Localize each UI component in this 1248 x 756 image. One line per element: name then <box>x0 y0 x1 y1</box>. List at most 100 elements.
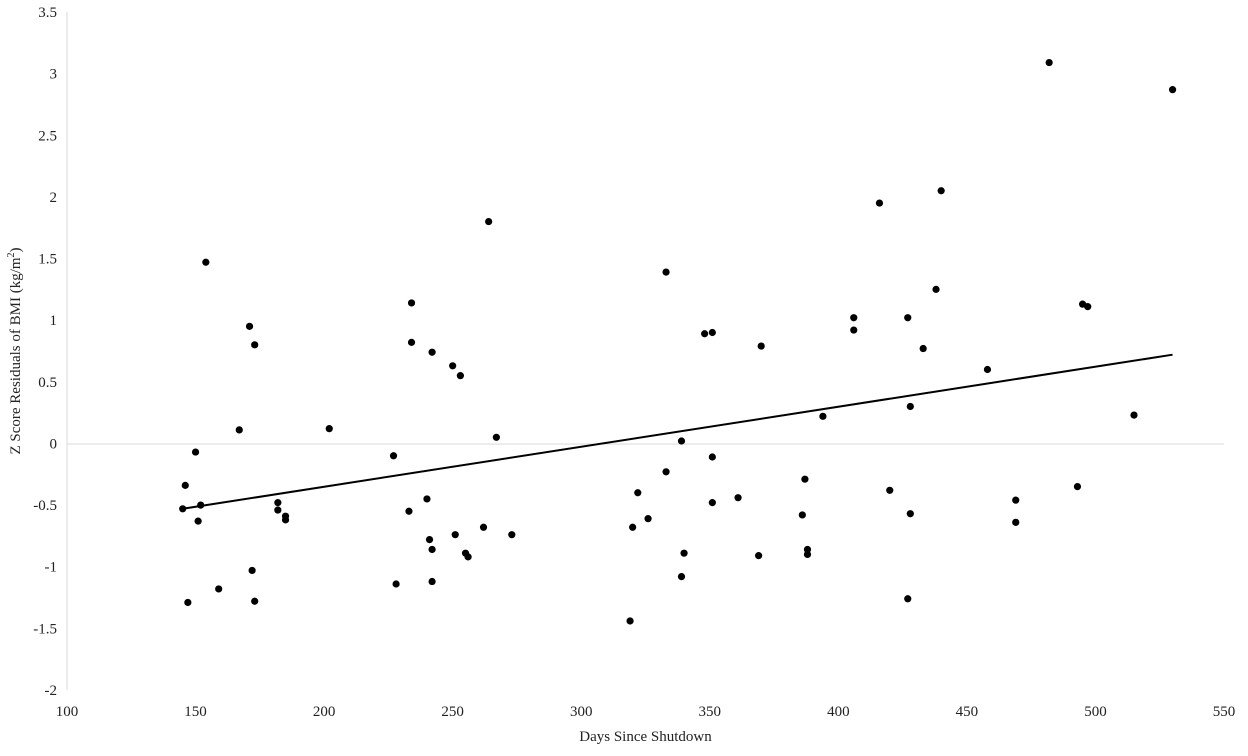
data-point <box>708 453 716 461</box>
x-tick-label: 150 <box>184 704 207 720</box>
trend-line <box>182 353 1173 510</box>
data-point <box>708 328 716 337</box>
data-point <box>389 452 398 460</box>
y-tick-label: -1.5 <box>33 621 57 637</box>
data-point <box>662 468 670 476</box>
data-point <box>202 258 210 266</box>
data-point <box>428 577 436 586</box>
data-point <box>701 330 709 338</box>
data-point <box>508 531 516 539</box>
data-point <box>626 617 634 625</box>
x-tick-label: 100 <box>56 704 79 720</box>
data-point <box>798 511 806 519</box>
data-point <box>662 268 670 276</box>
data-point <box>251 341 259 349</box>
data-point <box>449 362 457 370</box>
data-point <box>1012 496 1020 504</box>
data-point <box>456 372 464 380</box>
data-point <box>983 365 992 374</box>
data-point <box>1045 58 1053 67</box>
data-point <box>757 342 765 350</box>
data-point <box>937 187 945 195</box>
data-point <box>479 523 488 531</box>
x-tick-labels: 100 150 200 250 300 350 400 450 500 550 <box>56 704 1236 720</box>
data-point <box>423 495 431 503</box>
x-tick-label: 400 <box>827 704 850 720</box>
data-point <box>451 531 459 539</box>
data-point <box>215 585 223 593</box>
data-point <box>194 517 202 525</box>
y-axis-label: Z Score Residuals of BMI (kg/m2) <box>6 247 24 454</box>
data-point <box>803 545 812 554</box>
y-tick-labels: -2 -1.5 -1 -0.5 0 0.5 1 1.5 2 2.5 3 3.5 <box>33 5 57 699</box>
x-tick-label: 500 <box>1084 704 1107 720</box>
data-point <box>629 523 637 531</box>
data-point <box>248 566 256 575</box>
data-point <box>803 550 812 559</box>
data-point <box>906 402 914 411</box>
data-point <box>325 425 333 433</box>
data-point <box>197 501 205 509</box>
y-axis-label-superscript: 2 <box>6 252 17 257</box>
data-point <box>875 199 884 207</box>
data-point <box>932 285 940 293</box>
data-point <box>919 344 927 353</box>
data-point <box>392 580 400 588</box>
x-axis-label: Days Since Shutdown <box>579 729 712 745</box>
data-point <box>274 499 282 507</box>
data-point <box>801 475 809 483</box>
y-tick-label: 3.5 <box>38 5 57 21</box>
data-point <box>1130 411 1138 419</box>
x-tick-label: 200 <box>313 704 336 720</box>
data-point <box>850 326 858 334</box>
data-point <box>485 217 493 226</box>
data-point <box>235 426 243 434</box>
y-tick-label: 0 <box>50 436 58 452</box>
data-point <box>405 507 413 515</box>
data-point <box>281 516 290 524</box>
y-tick-label: 2 <box>50 190 58 206</box>
data-point <box>1084 303 1092 311</box>
y-tick-label: -0.5 <box>33 498 57 514</box>
data-point <box>680 549 688 557</box>
x-tick-label: 350 <box>699 704 722 720</box>
y-tick-label: 2.5 <box>38 128 57 144</box>
y-axis-label-main: Z Score Residuals of BMI (kg/m <box>8 257 24 454</box>
data-point <box>850 314 858 322</box>
y-tick-label: -1 <box>45 560 58 576</box>
data-point <box>634 489 642 497</box>
y-tick-label: 1.5 <box>38 252 57 268</box>
data-point <box>904 595 912 603</box>
data-point <box>492 433 500 441</box>
data-point <box>184 598 192 607</box>
data-point <box>644 515 652 523</box>
data-point <box>904 314 912 322</box>
data-point <box>251 597 259 605</box>
data-point <box>1012 518 1020 526</box>
y-tick-label: 3 <box>50 67 58 83</box>
y-tick-label: 1 <box>50 313 58 329</box>
data-point <box>181 481 189 489</box>
data-point <box>819 412 827 420</box>
data-point <box>906 510 914 518</box>
data-point <box>677 572 686 581</box>
x-tick-label: 450 <box>956 704 979 720</box>
data-point <box>428 545 436 554</box>
data-point <box>428 348 436 356</box>
data-point <box>677 437 686 445</box>
data-point <box>1073 483 1082 491</box>
data-point <box>886 486 894 494</box>
y-tick-label: -2 <box>45 683 58 699</box>
data-point <box>274 506 282 514</box>
x-tick-label: 550 <box>1213 704 1236 720</box>
data-point <box>755 552 763 560</box>
data-point <box>407 338 416 346</box>
y-tick-label: 0.5 <box>38 375 57 391</box>
data-point <box>407 299 416 307</box>
data-point <box>191 448 200 456</box>
data-point <box>179 505 187 513</box>
y-axis-label-close: ) <box>8 247 24 252</box>
data-point <box>425 536 434 544</box>
data-point <box>708 499 716 507</box>
